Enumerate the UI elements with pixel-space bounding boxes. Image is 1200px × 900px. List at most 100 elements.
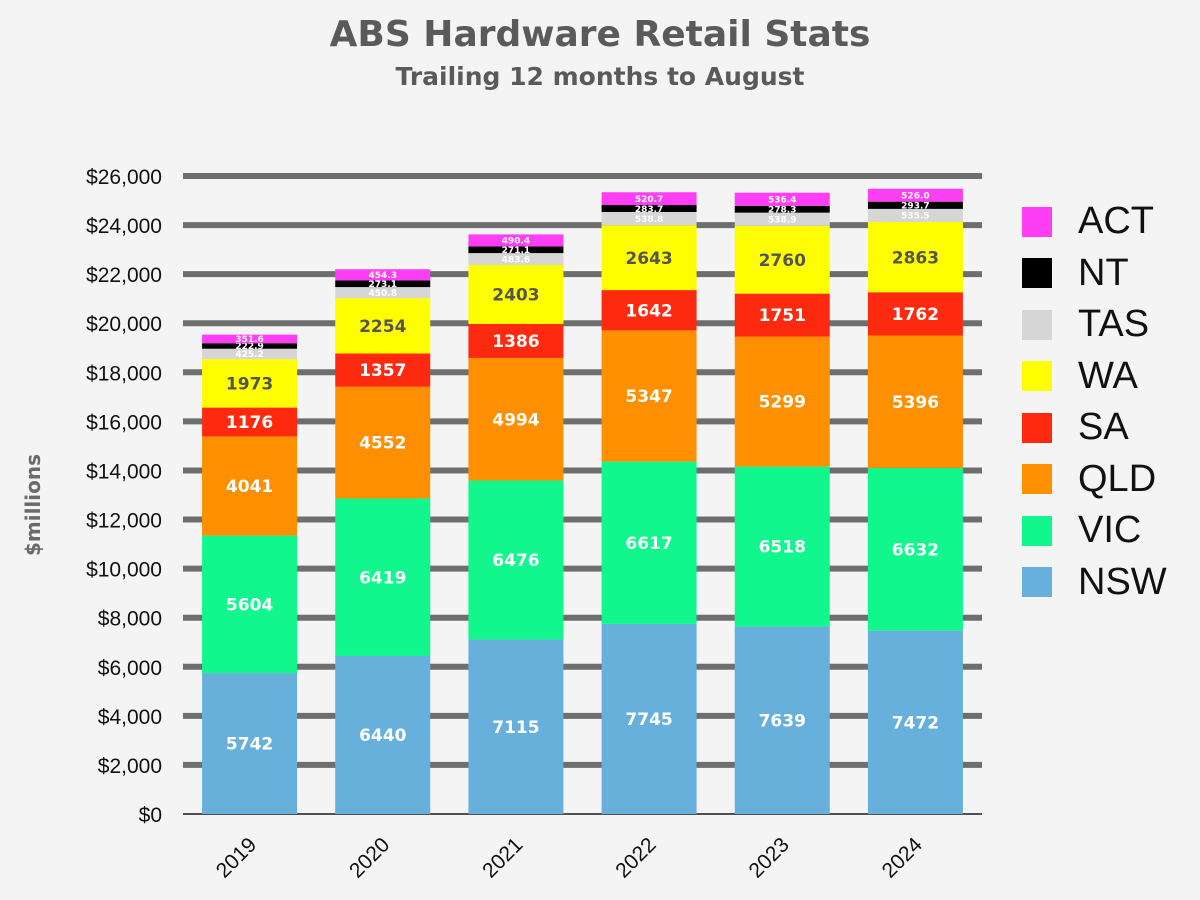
y-tick-label: $8,000: [98, 608, 162, 631]
data-label: 4994: [492, 410, 539, 430]
bar-segment-act: [734, 192, 830, 206]
legend-label: SA: [1078, 406, 1129, 449]
data-label: 1357: [359, 361, 406, 381]
data-label: 2863: [892, 248, 939, 268]
data-label: 538.8: [635, 215, 663, 225]
y-tick-label: $16,000: [86, 411, 162, 434]
data-label: 6617: [625, 534, 672, 554]
bar-segment-act: [202, 334, 298, 344]
bar-segment-nsw: [202, 673, 298, 814]
bar-segment-act: [468, 234, 564, 247]
data-label: 7115: [492, 718, 539, 738]
data-label: 5299: [759, 393, 806, 413]
chart-subtitle: Trailing 12 months to August: [395, 62, 805, 91]
data-label: 450.8: [369, 289, 397, 299]
data-label: 6440: [359, 726, 406, 746]
data-label: 535.5: [901, 212, 929, 222]
data-label: 2403: [492, 286, 539, 306]
legend-item-sa: SA: [1022, 402, 1198, 454]
bar-segment-nt: [601, 205, 697, 213]
bar-segment-tas: [202, 348, 298, 360]
data-label: 490.4: [502, 237, 530, 247]
data-label: 536.4: [768, 195, 796, 205]
bar-segment-vic: [335, 498, 431, 656]
data-label: 520.7: [635, 195, 663, 205]
data-label: 538.9: [768, 216, 796, 226]
bar-segment-vic: [202, 535, 298, 674]
y-tick-label: $6,000: [98, 657, 162, 680]
bar-segment-nt: [734, 205, 830, 213]
y-tick-label: $4,000: [98, 706, 162, 729]
data-label: 273.1: [369, 280, 397, 290]
bar-segment-wa: [867, 222, 963, 293]
legend-swatch: [1022, 412, 1052, 443]
legend-item-nt: NT: [1022, 248, 1198, 300]
legend-item-vic: VIC: [1022, 505, 1198, 557]
bar-segment-tas: [468, 253, 564, 265]
y-tick-label: $26,000: [86, 166, 162, 189]
data-label: 293.7: [901, 202, 929, 212]
data-label: 6518: [759, 538, 806, 558]
bar-segment-act: [601, 192, 697, 206]
bar-segment-sa: [601, 290, 697, 331]
data-label: 5347: [625, 387, 672, 407]
bar-segment-wa: [468, 264, 564, 324]
data-label: 1386: [492, 332, 539, 352]
bar-segment-wa: [202, 359, 298, 408]
data-label: 483.6: [502, 255, 530, 265]
data-label: 222.9: [235, 342, 263, 352]
bar-segment-tas: [601, 212, 697, 226]
bar-segment-nsw: [468, 639, 564, 814]
data-label: 351.6: [235, 335, 263, 345]
bar-segment-qld: [335, 386, 431, 499]
x-tick-label: 2019: [212, 833, 261, 882]
y-tick-label: $0: [139, 804, 162, 827]
bar-segment-vic: [601, 461, 697, 624]
bar-segment-act: [335, 269, 431, 281]
data-label: 4552: [359, 434, 406, 454]
legend-item-wa: WA: [1022, 351, 1198, 403]
data-label: 5604: [226, 595, 273, 615]
bar-segment-nsw: [335, 655, 431, 814]
legend-item-nsw: NSW: [1022, 557, 1198, 609]
data-label: 1973: [226, 374, 273, 394]
bar-segment-qld: [202, 436, 298, 536]
bar-segment-qld: [867, 335, 963, 468]
x-axis-ticks: 2019 2020 2021 2022 2023 2024: [212, 833, 927, 883]
legend-label: QLD: [1078, 457, 1157, 500]
bar-segment-qld: [734, 336, 830, 467]
bar-segment-qld: [601, 330, 697, 462]
bar-segment-nsw: [867, 630, 963, 814]
bar-segment-wa: [734, 225, 830, 294]
bar-segment-sa: [734, 293, 830, 337]
data-label: 7745: [625, 710, 672, 730]
bar-segment-tas: [867, 208, 963, 223]
bar-segment-vic: [468, 480, 564, 640]
legend: ACT NT TAS WA SA QLD VIC NSW: [1022, 196, 1198, 608]
y-axis-label: $millions: [21, 454, 45, 556]
y-tick-label: $2,000: [98, 755, 162, 778]
legend-swatch: [1022, 515, 1052, 546]
data-label: 2254: [359, 317, 406, 337]
y-tick-label: $24,000: [86, 215, 162, 238]
x-tick-label: 2023: [744, 833, 793, 882]
data-label: 271.1: [502, 246, 530, 256]
legend-label: VIC: [1078, 509, 1142, 552]
data-label: 5396: [892, 393, 939, 413]
bar-segment-nsw: [601, 623, 697, 814]
legend-swatch: [1022, 258, 1052, 289]
y-tick-label: $20,000: [86, 313, 162, 336]
bar-segment-nt: [468, 246, 564, 254]
legend-item-act: ACT: [1022, 196, 1198, 248]
data-label: 4041: [226, 477, 273, 497]
bar-segment-act: [867, 188, 963, 202]
gridlines: [183, 173, 982, 815]
bar-segment-nt: [335, 280, 431, 288]
data-label: 2760: [759, 251, 806, 271]
data-label: 278.3: [768, 205, 796, 215]
bar-segment-tas: [335, 287, 431, 299]
legend-label: TAS: [1078, 303, 1150, 346]
bar-segment-sa: [468, 323, 564, 358]
data-label: 2643: [625, 249, 672, 269]
